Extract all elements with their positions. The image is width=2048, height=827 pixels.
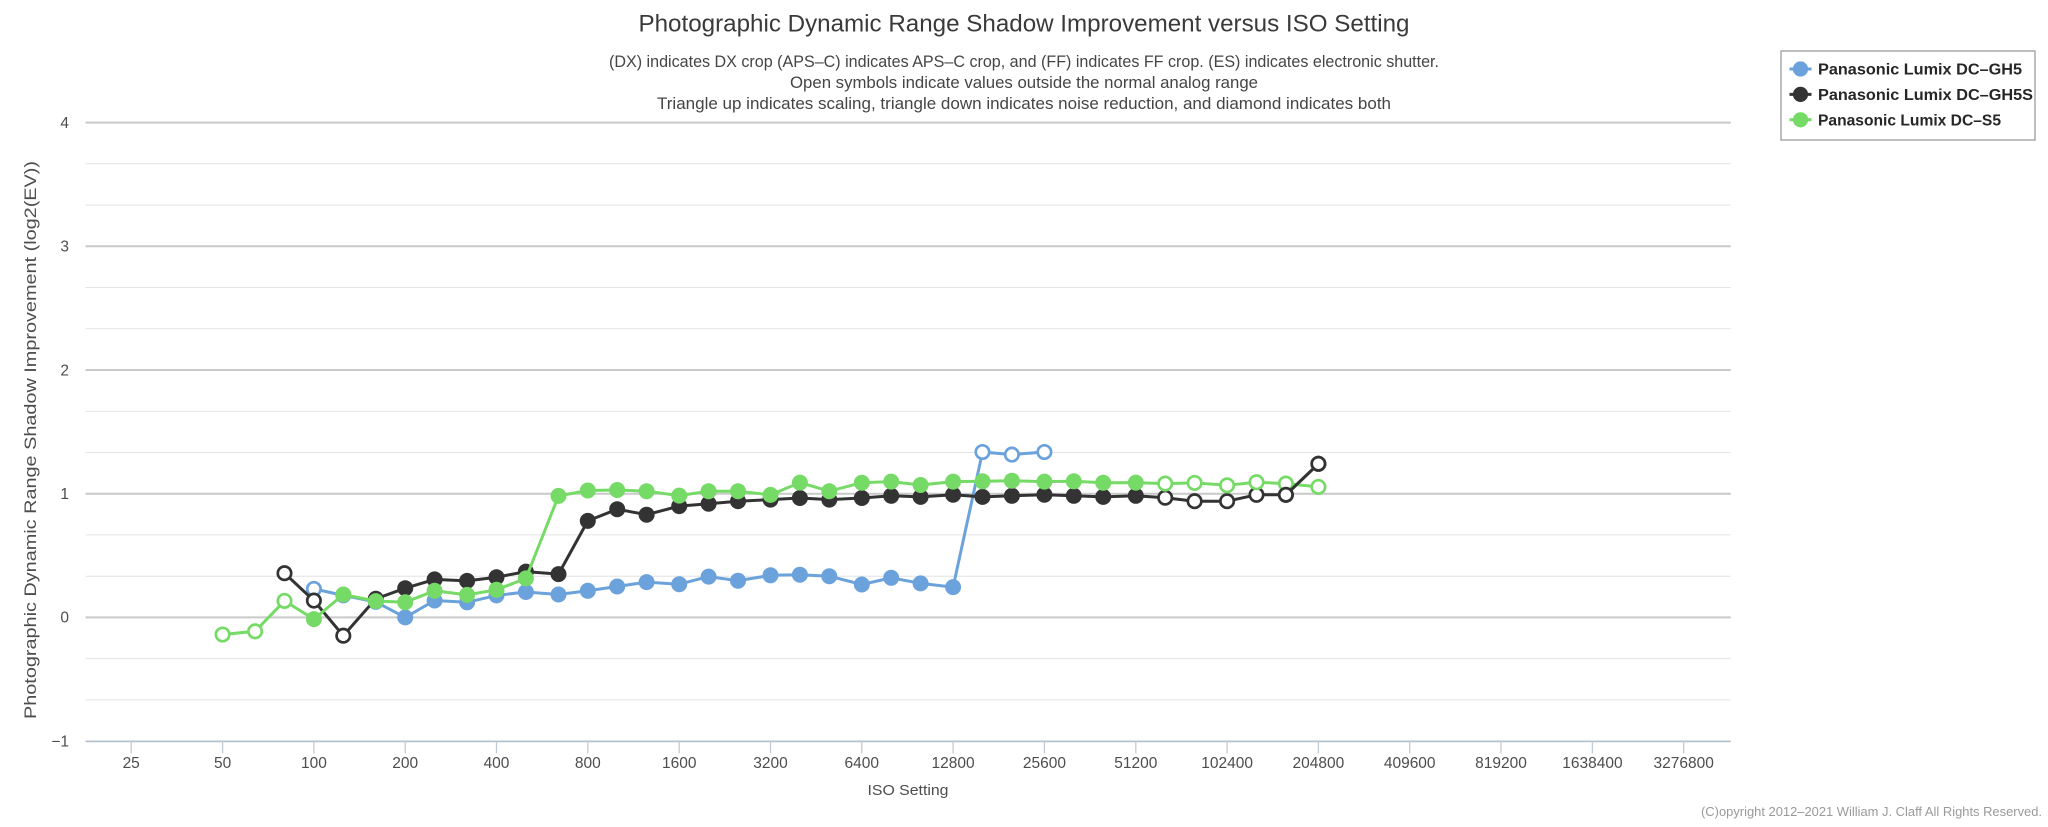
- svg-text:100: 100: [301, 755, 327, 772]
- svg-text:800: 800: [575, 755, 601, 772]
- svg-text:Triangle up indicates scaling,: Triangle up indicates scaling, triangle …: [657, 95, 1391, 113]
- svg-text:3: 3: [60, 239, 69, 256]
- svg-text:Panasonic Lumix DC–GH5S: Panasonic Lumix DC–GH5S: [1818, 87, 2033, 104]
- svg-text:204800: 204800: [1293, 755, 1345, 772]
- svg-text:Panasonic Lumix DC–GH5: Panasonic Lumix DC–GH5: [1818, 62, 2022, 79]
- svg-text:(C)opyright 2012–2021 William: (C)opyright 2012–2021 William J. Claff A…: [1701, 804, 2042, 819]
- svg-text:400: 400: [484, 755, 510, 772]
- svg-text:200: 200: [392, 755, 418, 772]
- svg-text:102400: 102400: [1201, 755, 1253, 772]
- svg-text:0: 0: [60, 610, 69, 627]
- svg-text:(DX) indicates DX crop (APS–C): (DX) indicates DX crop (APS–C) indicates…: [609, 53, 1439, 71]
- svg-text:Panasonic Lumix DC–S5: Panasonic Lumix DC–S5: [1818, 112, 2001, 129]
- svg-text:51200: 51200: [1114, 755, 1157, 772]
- svg-text:Open symbols indicate values o: Open symbols indicate values outside the…: [790, 74, 1258, 92]
- svg-text:12800: 12800: [932, 755, 975, 772]
- svg-text:6400: 6400: [845, 755, 880, 772]
- svg-text:Photographic Dynamic Range Sha: Photographic Dynamic Range Shadow Improv…: [639, 11, 1410, 38]
- svg-text:25600: 25600: [1023, 755, 1066, 772]
- svg-text:4: 4: [60, 115, 69, 132]
- svg-text:819200: 819200: [1475, 755, 1527, 772]
- svg-text:1600: 1600: [662, 755, 697, 772]
- svg-text:3200: 3200: [753, 755, 788, 772]
- svg-text:Photographic Dynamic Range Sha: Photographic Dynamic Range Shadow Improv…: [21, 161, 40, 719]
- svg-text:50: 50: [214, 755, 232, 772]
- svg-text:409600: 409600: [1384, 755, 1436, 772]
- svg-text:3276800: 3276800: [1654, 755, 1715, 772]
- svg-text:ISO Setting: ISO Setting: [868, 782, 949, 799]
- svg-text:−1: −1: [51, 733, 69, 750]
- svg-text:1: 1: [60, 486, 69, 503]
- svg-text:25: 25: [123, 755, 140, 772]
- svg-text:1638400: 1638400: [1562, 755, 1623, 772]
- svg-text:2: 2: [60, 362, 69, 379]
